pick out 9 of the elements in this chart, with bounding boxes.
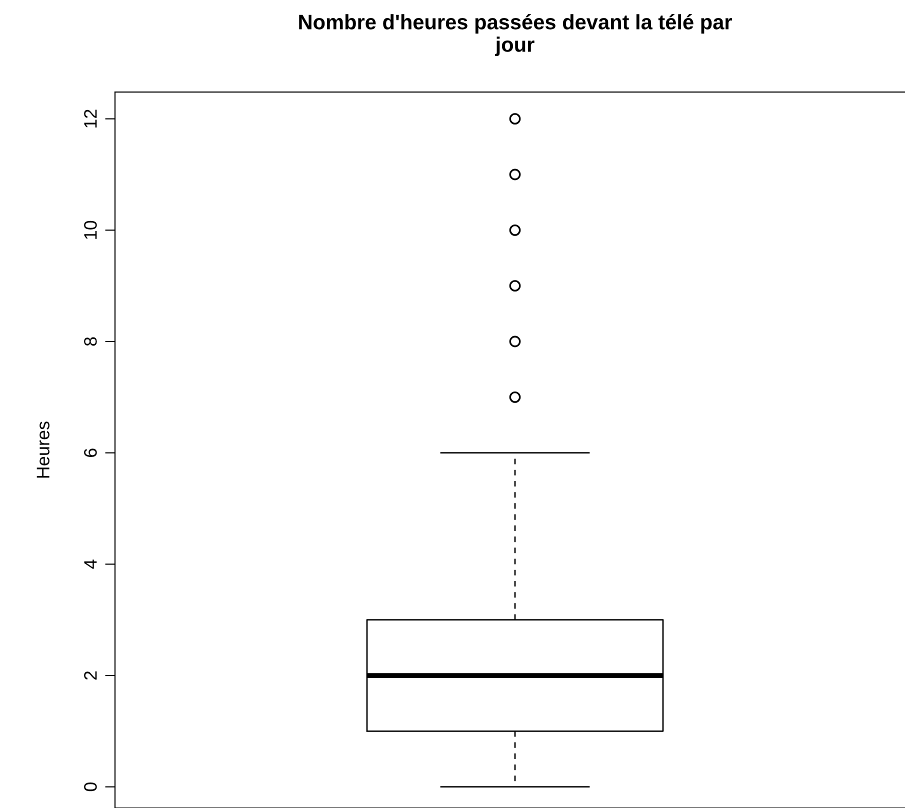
y-tick-label: 4 bbox=[84, 560, 97, 569]
y-tick-label: 12 bbox=[84, 110, 97, 128]
chart-title: Nombre d'heures passées devant la télé par jour bbox=[299, 14, 732, 56]
y-tick-label: 10 bbox=[84, 220, 97, 239]
y-tick-label: 0 bbox=[84, 782, 97, 792]
y-tick-label: 2 bbox=[84, 671, 97, 680]
y-tick-label: 8 bbox=[84, 337, 97, 346]
y-tick-label: 6 bbox=[84, 448, 97, 457]
y-axis-title: Heures bbox=[36, 422, 50, 478]
